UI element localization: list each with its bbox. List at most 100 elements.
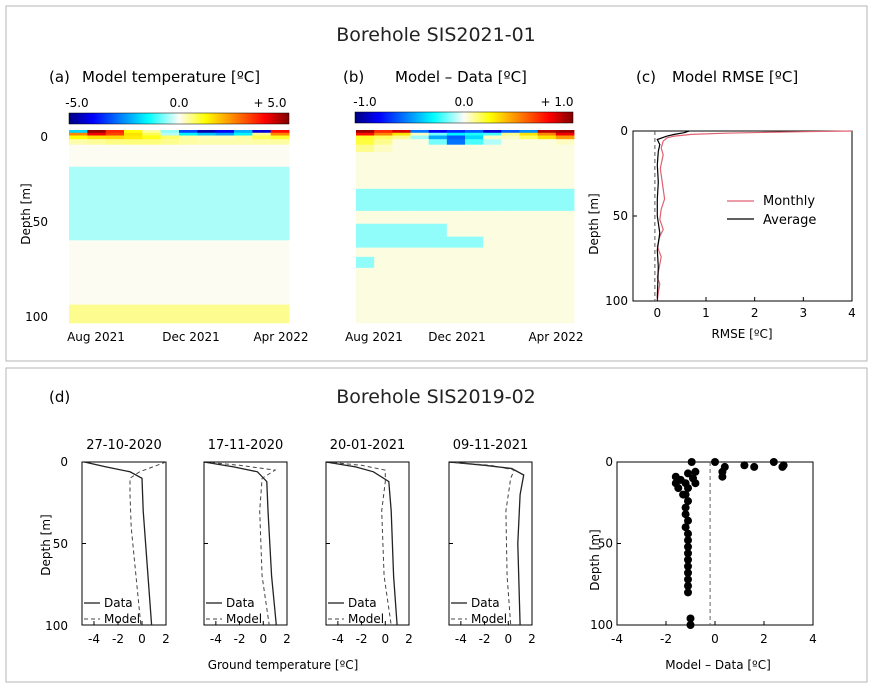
heatmap-cell <box>234 166 253 241</box>
heatmap-cell <box>142 132 162 136</box>
heatmap-cell <box>483 139 502 145</box>
panel-a-label: (a) <box>49 68 70 86</box>
heatmap-cell <box>555 188 575 201</box>
panel-a-ylabel: Depth [m] <box>19 183 33 244</box>
heatmap-cell <box>197 240 217 305</box>
heatmap-cell <box>410 132 430 136</box>
heatmap-cell <box>410 135 430 140</box>
heatmap-cell <box>392 247 411 258</box>
heatmap-cell <box>446 199 466 212</box>
heatmap-cell <box>392 130 411 134</box>
panel-d: (d) 27-10-2020 -4 -2 0 2 Data Model 17-11-2020 -… <box>39 388 536 672</box>
heatmap-cell <box>428 256 448 269</box>
heatmap-cell <box>428 267 448 324</box>
scatter-point <box>684 469 692 478</box>
heatmap-cell <box>356 223 375 237</box>
heatmap-cell <box>356 188 375 201</box>
heatmap-cell <box>392 267 411 324</box>
scatter-point <box>684 542 692 551</box>
heatmap-cell <box>446 132 466 136</box>
heatmap-cell <box>69 240 88 305</box>
heatmap-cell <box>270 166 290 241</box>
heatmap-cell <box>555 132 575 136</box>
x-tick-label: 4 <box>848 306 856 320</box>
heatmap-cell <box>446 188 466 201</box>
heatmap-cell <box>374 247 393 258</box>
heatmap-cell <box>234 139 253 145</box>
heatmap-cell <box>537 135 557 140</box>
heatmap-cell <box>483 188 502 201</box>
heatmap-cell <box>234 130 253 134</box>
x-tick-label: -4 <box>88 632 100 646</box>
heatmap-cell <box>483 144 502 153</box>
heatmap-cell <box>392 210 411 225</box>
heatmap-cell <box>160 130 180 134</box>
panel-b-xtick-aug: Aug 2021 <box>345 330 403 344</box>
heatmap-cell <box>215 135 235 140</box>
heatmap-cell <box>501 256 520 269</box>
panel-c-ticks: 0 1 2 3 4 0 50 100 <box>605 124 856 320</box>
scatter-point <box>684 555 692 564</box>
bottom-title: Borehole SIS2019-02 <box>336 386 536 408</box>
heatmap-cell <box>465 210 484 225</box>
legend-model-label: Model <box>226 612 262 626</box>
heatmap-cell <box>519 199 539 212</box>
panel-b-xtick-dec: Dec 2021 <box>428 330 486 344</box>
heatmap-cell <box>356 210 375 225</box>
panel-b-label: (b) <box>343 68 364 86</box>
heatmap-cell <box>105 130 125 134</box>
scatter-point <box>691 467 700 476</box>
legend-model-label: Model <box>104 612 140 626</box>
heatmap-cell <box>465 188 484 201</box>
heatmap-cell <box>69 304 88 324</box>
heatmap-cell <box>215 304 235 324</box>
panel-d-ylabel: Depth [m] <box>39 514 53 575</box>
heatmap-cell <box>160 132 180 136</box>
scatter-point <box>684 575 692 584</box>
x-tick-label: -2 <box>234 632 246 646</box>
heatmap-cell <box>446 247 466 258</box>
heatmap-cell <box>428 247 448 258</box>
scatter-point <box>684 484 692 493</box>
heatmap-cell <box>519 135 539 140</box>
heatmap-cell <box>555 267 575 324</box>
colorbar-a-tick-max: + 5.0 <box>254 96 287 110</box>
heatmap-cell <box>69 132 88 136</box>
heatmap-cell <box>197 166 217 241</box>
x-tick-label: 0 <box>504 632 512 646</box>
heatmap-cell <box>270 240 290 305</box>
heatmap-cell <box>252 304 272 324</box>
x-tick-label: 0 <box>259 632 267 646</box>
heatmap-cell <box>501 130 520 134</box>
heatmap-cell <box>356 130 375 134</box>
panel-d-xlabel: Ground temperature [ºC] <box>208 658 359 672</box>
heatmap-cell <box>105 166 125 241</box>
panel-c-plot <box>654 130 853 302</box>
heatmap-cell <box>105 240 125 305</box>
x-tick-label: -2 <box>660 632 672 646</box>
heatmap-cell <box>87 135 107 140</box>
heatmap-cell <box>483 199 502 212</box>
heatmap-cell <box>69 166 88 241</box>
heatmap-cell <box>252 130 272 134</box>
panel-a-xtick-dec: Dec 2021 <box>162 330 220 344</box>
heatmap-cell <box>270 130 290 134</box>
heatmap-cell <box>124 144 143 168</box>
heatmap-cell <box>234 304 253 324</box>
panel-bottom-frame <box>5 367 868 683</box>
heatmap-cell <box>374 188 393 201</box>
heatmap-cell <box>501 210 520 225</box>
heatmap-cell <box>392 223 411 237</box>
heatmap-cell <box>374 135 393 140</box>
panel-a-ytick-0: 0 <box>40 130 48 144</box>
heatmap-cell <box>446 223 466 237</box>
heatmap-cell <box>392 135 411 140</box>
heatmap-cell <box>392 139 411 145</box>
heatmap-cell <box>501 188 520 201</box>
legend-data-label: Data <box>348 596 377 610</box>
heatmap-cell <box>428 130 448 134</box>
panel-c-ylabel: Depth [m] <box>587 193 601 254</box>
panel-c-label: (c) <box>636 68 656 86</box>
heatmap-cell <box>483 223 502 237</box>
panel-d-label: (d) <box>49 388 70 406</box>
